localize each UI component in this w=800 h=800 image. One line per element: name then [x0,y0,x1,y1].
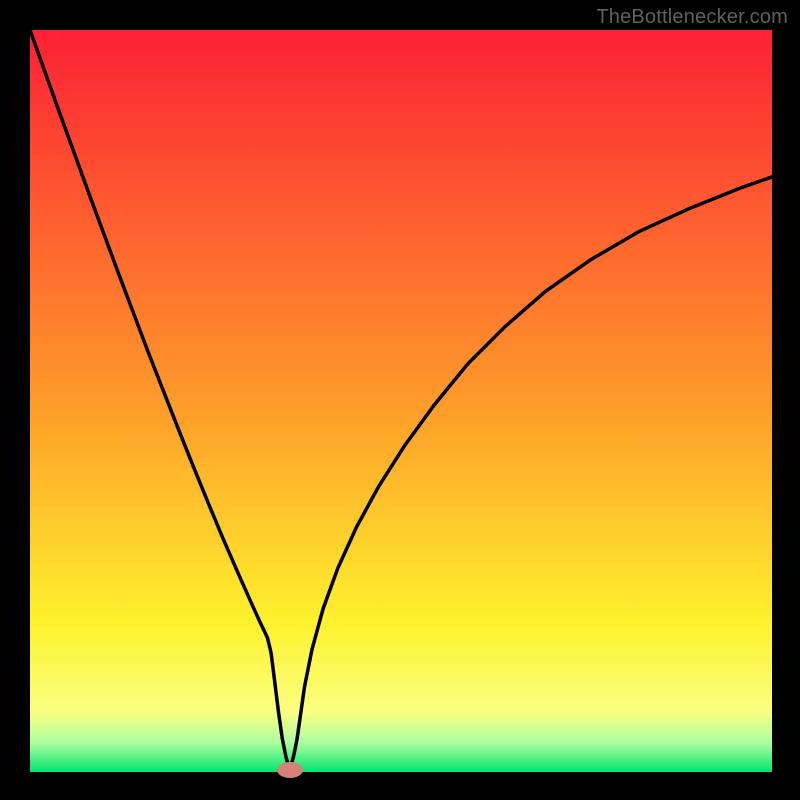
optimal-point-marker [277,762,303,778]
curve-path [30,30,772,770]
bottleneck-curve [30,30,772,772]
watermark-text: TheBottlenecker.com [596,6,788,29]
chart-plot-area [30,30,772,772]
